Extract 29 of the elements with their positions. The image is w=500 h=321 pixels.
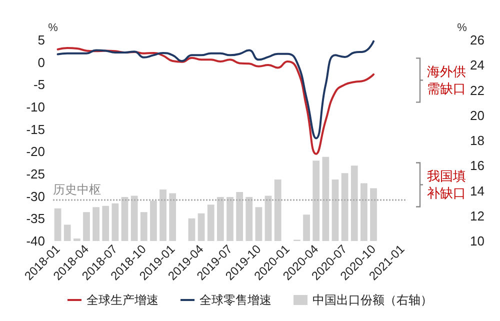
line-series — [56, 40, 375, 140]
line-series — [56, 47, 375, 155]
y-tick-label: -30 — [26, 188, 45, 204]
y2-tick-label: 26 — [470, 32, 484, 48]
y-tick-label: -5 — [33, 77, 45, 92]
y-tick-label: 5 — [38, 32, 45, 48]
y-axis-title: % — [48, 22, 58, 34]
legend-label: 全球零售增速 — [200, 293, 272, 307]
legend-label: 全球生产增速 — [86, 293, 158, 307]
ref-line-label: 历史中枢 — [53, 182, 101, 197]
y2-tick-label: 18 — [470, 133, 484, 148]
y2-tick-label: 24 — [470, 58, 484, 73]
text: 我国填补缺口 — [427, 168, 466, 201]
y-tick-label: -40 — [26, 234, 45, 248]
y-tick-label: -20 — [26, 144, 45, 160]
y2-tick-label: 14 — [470, 183, 484, 198]
y-tick-label: -10 — [26, 100, 45, 114]
text: 海外供需缺口 — [427, 64, 466, 96]
legend-label: 中国出口份额（右轴） — [312, 293, 432, 307]
y2-tick-label: 12 — [470, 208, 484, 224]
y2-tick-label: 16 — [470, 158, 484, 174]
y2-tick-label: 22 — [470, 82, 484, 98]
y-tick-label: -35 — [26, 211, 45, 226]
y-tick-label: 0 — [38, 54, 45, 70]
y2-tick-label: 20 — [470, 108, 484, 123]
y-tick-label: -15 — [26, 122, 45, 137]
y2-tick-label: 10 — [470, 234, 484, 248]
y-tick-label: -25 — [26, 166, 45, 182]
y2-axis-title: % — [457, 22, 468, 34]
